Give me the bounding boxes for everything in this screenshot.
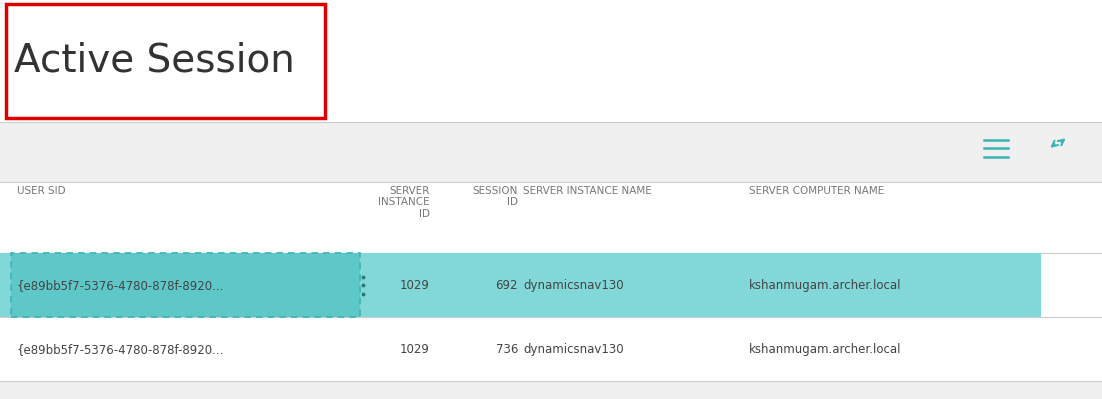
Text: Active Session: Active Session	[14, 42, 295, 80]
Text: USER SID: USER SID	[17, 186, 65, 196]
Text: 1029: 1029	[400, 343, 430, 356]
Bar	[0, 253, 1041, 317]
Text: dynamicsnav130: dynamicsnav130	[523, 279, 624, 292]
Text: 736: 736	[496, 343, 518, 356]
Text: SERVER COMPUTER NAME: SERVER COMPUTER NAME	[749, 186, 885, 196]
Text: dynamicsnav130: dynamicsnav130	[523, 343, 624, 356]
Text: SERVER
INSTANCE
ID: SERVER INSTANCE ID	[378, 186, 430, 219]
Text: SERVER INSTANCE NAME: SERVER INSTANCE NAME	[523, 186, 652, 196]
Bar	[0, 0, 1102, 122]
Text: {e89bb5f7-5376-4780-878f-8920...: {e89bb5f7-5376-4780-878f-8920...	[17, 343, 224, 356]
Text: 1029: 1029	[400, 279, 430, 292]
Text: kshanmugam.archer.local: kshanmugam.archer.local	[749, 343, 901, 356]
Text: 692: 692	[496, 279, 518, 292]
Text: kshanmugam.archer.local: kshanmugam.archer.local	[749, 279, 901, 292]
Bar	[11, 253, 360, 317]
Text: {e89bb5f7-5376-4780-878f-8920...: {e89bb5f7-5376-4780-878f-8920...	[17, 279, 224, 292]
Bar	[0, 182, 1102, 381]
Text: SESSION
ID: SESSION ID	[473, 186, 518, 207]
Bar	[6, 4, 325, 118]
